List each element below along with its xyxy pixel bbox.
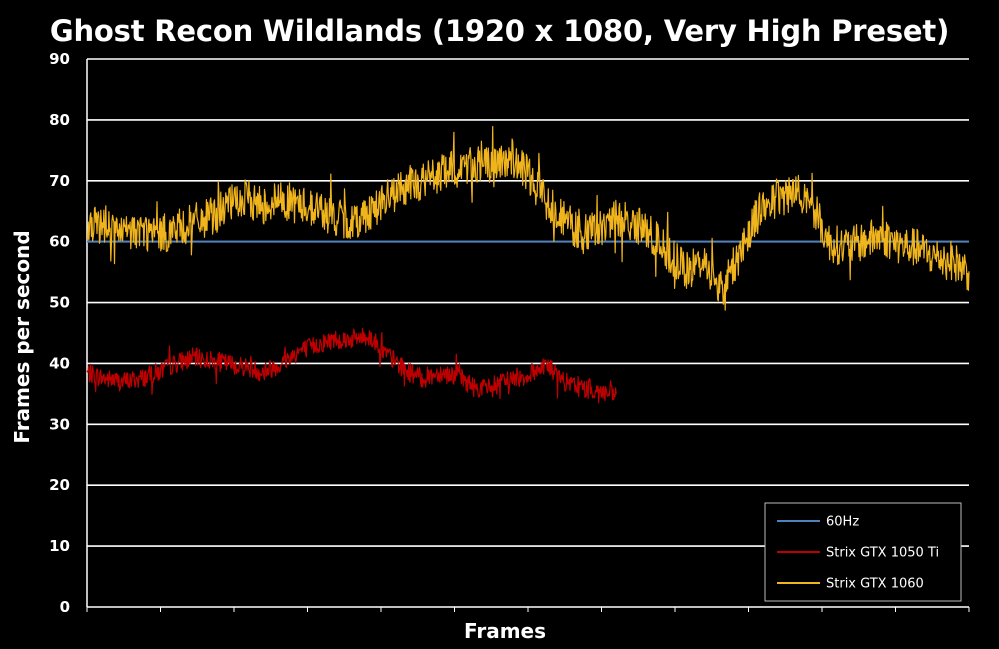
legend-entry: 60Hz [826, 515, 859, 530]
y-tick-label: 80 [49, 111, 70, 129]
y-tick-label: 10 [49, 537, 70, 555]
axes [86, 59, 970, 612]
y-tick-label: 0 [60, 598, 70, 616]
y-tick-label: 90 [49, 50, 70, 68]
gridlines [87, 58, 969, 547]
legend: 60Hz Strix GTX 1050 Ti Strix GTX 1060 [764, 502, 962, 602]
y-tick-label: 70 [49, 172, 70, 190]
series-2 [86, 125, 970, 311]
legend-entry: Strix GTX 1050 Ti [826, 546, 939, 561]
y-tick-label: 40 [49, 354, 70, 372]
y-tick-label: 30 [49, 415, 70, 433]
y-tick-labels: 0 10 20 30 40 50 60 70 80 90 [49, 50, 70, 616]
y-tick-label: 50 [49, 294, 70, 312]
y-tick-label: 20 [49, 476, 70, 494]
series-1 [86, 327, 617, 404]
y-tick-label: 60 [49, 233, 70, 251]
legend-entry: Strix GTX 1060 [826, 577, 924, 592]
x-axis-label: Frames [463, 619, 547, 643]
chart-title: Ghost Recon Wildlands (1920 x 1080, Very… [49, 14, 950, 48]
series-line [86, 327, 617, 404]
series-line [86, 125, 970, 311]
series-group [86, 125, 970, 404]
